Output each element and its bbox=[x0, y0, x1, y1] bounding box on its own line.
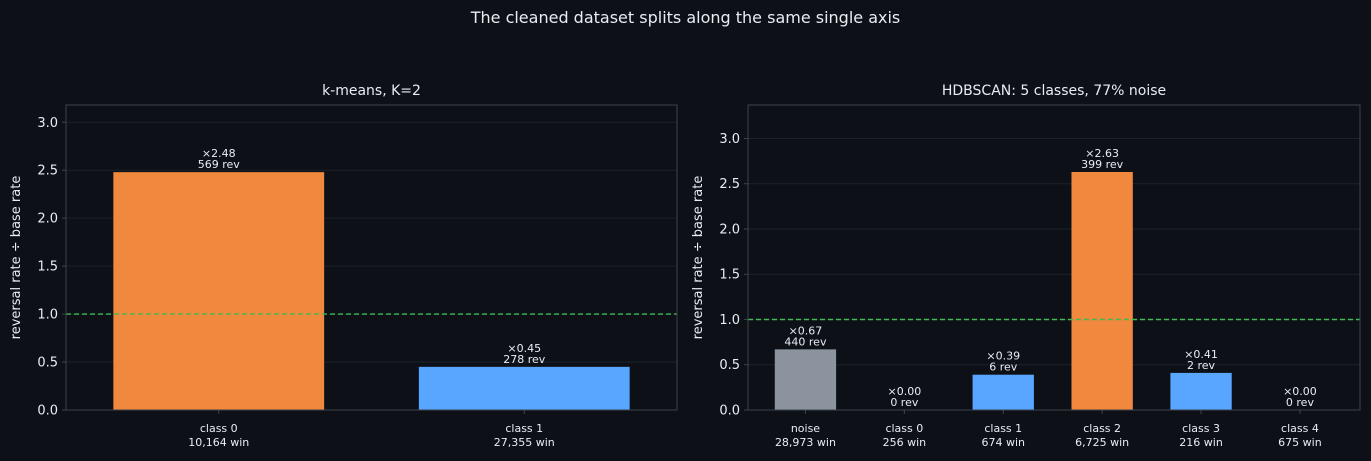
bar bbox=[774, 349, 837, 410]
y-tick-label: 1.5 bbox=[719, 268, 740, 283]
y-tick-label: 1.5 bbox=[37, 260, 58, 275]
bar-count-label: 399 rev bbox=[1081, 158, 1124, 171]
bar-count-label: 0 rev bbox=[890, 396, 919, 409]
bar-value-label: ×0.39 bbox=[986, 350, 1020, 363]
y-tick-label: 3.0 bbox=[719, 132, 740, 147]
x-tick-label: class 1 bbox=[984, 422, 1022, 435]
bar bbox=[113, 172, 325, 410]
y-tick-label: 2.0 bbox=[37, 212, 58, 227]
x-tick-label: class 4 bbox=[1281, 422, 1319, 435]
bar-value-label: ×0.41 bbox=[1184, 348, 1218, 361]
chart-title: HDBSCAN: 5 classes, 77% noise bbox=[942, 83, 1166, 99]
bar-count-label: 6 rev bbox=[989, 361, 1018, 374]
bar-value-label: ×0.45 bbox=[507, 342, 541, 355]
x-tick-label: class 2 bbox=[1083, 422, 1121, 435]
x-tick-label: class 0 bbox=[200, 422, 238, 435]
y-tick-label: 1.0 bbox=[37, 308, 58, 323]
bar-value-label: ×2.63 bbox=[1085, 147, 1119, 160]
y-tick-label: 3.0 bbox=[37, 116, 58, 131]
y-tick-label: 2.5 bbox=[719, 177, 740, 192]
x-tick-sublabel: 27,355 win bbox=[494, 436, 555, 449]
bar-value-label: ×0.67 bbox=[789, 324, 823, 337]
x-tick-sublabel: 256 win bbox=[883, 436, 927, 449]
y-tick-label: 0.5 bbox=[719, 358, 740, 373]
bar bbox=[418, 366, 630, 410]
x-tick-label: class 1 bbox=[505, 422, 543, 435]
axes-frame bbox=[65, 104, 678, 411]
chart-title: k-means, K=2 bbox=[322, 83, 421, 99]
x-tick-sublabel: 28,973 win bbox=[775, 436, 836, 449]
y-tick-label: 2.0 bbox=[719, 222, 740, 237]
bar bbox=[972, 374, 1034, 410]
bar-count-label: 278 rev bbox=[503, 353, 546, 366]
x-tick-label: class 3 bbox=[1182, 422, 1220, 435]
y-tick-label: 1.0 bbox=[719, 313, 740, 328]
x-tick-label: class 0 bbox=[885, 422, 923, 435]
bar-value-label: ×2.48 bbox=[202, 147, 236, 160]
bar-count-label: 440 rev bbox=[784, 335, 827, 348]
bar-count-label: 569 rev bbox=[198, 158, 241, 171]
x-tick-sublabel: 216 win bbox=[1179, 436, 1223, 449]
bar-value-label: ×0.00 bbox=[1283, 385, 1317, 398]
x-tick-sublabel: 10,164 win bbox=[188, 436, 249, 449]
x-tick-sublabel: 675 win bbox=[1278, 436, 1322, 449]
axes-frame bbox=[747, 104, 1361, 411]
bar-value-label: ×0.00 bbox=[887, 385, 921, 398]
y-tick-label: 2.5 bbox=[37, 164, 58, 179]
bar bbox=[1071, 171, 1133, 410]
y-axis-label: reversal rate ÷ base rate bbox=[9, 176, 24, 340]
bar-count-label: 0 rev bbox=[1286, 396, 1315, 409]
bar bbox=[1170, 372, 1232, 410]
y-tick-label: 0.5 bbox=[37, 356, 58, 371]
y-tick-label: 0.0 bbox=[37, 404, 58, 419]
y-tick-label: 0.0 bbox=[719, 404, 740, 419]
figure-title: The cleaned dataset splits along the sam… bbox=[470, 8, 901, 27]
x-tick-sublabel: 6,725 win bbox=[1075, 436, 1129, 449]
x-tick-label: noise bbox=[791, 422, 820, 435]
x-tick-sublabel: 674 win bbox=[981, 436, 1025, 449]
bar-count-label: 2 rev bbox=[1187, 359, 1216, 372]
y-axis-label: reversal rate ÷ base rate bbox=[691, 176, 706, 340]
